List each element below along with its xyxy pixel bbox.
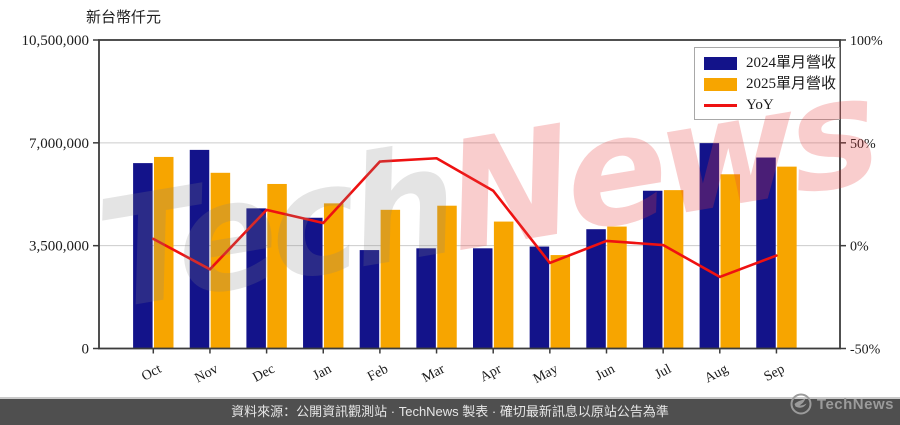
right-tick-label: -50% [850,343,881,358]
month-label: Sep [762,362,788,385]
bar-2025-Aug [720,174,740,349]
axis-unit-label: 新台幣仟元 [86,10,162,26]
month-label: Apr [478,362,505,386]
bar-2024-Mar [416,248,436,349]
month-label: Aug [702,362,730,387]
left-tick-label: 3,500,000 [29,239,89,255]
technews-logo-text: TechNews [816,395,894,413]
legend-label-2025: 2025單月營收 [746,75,837,92]
bar-2024-Oct [133,163,153,349]
bar-2025-Jan [323,203,344,349]
month-label: Mar [420,362,448,386]
bar-2025-Oct [154,156,174,349]
month-label: Dec [251,362,278,386]
right-tick-label: 100% [850,34,883,49]
month-label: Jun [593,362,617,384]
bar-2025-Nov [210,172,231,349]
left-tick-label: 10,500,000 [22,33,90,49]
bar-2025-Sep [777,166,797,349]
legend-swatch-2025 [704,77,737,91]
legend-item-2024: 2024單月營收 [704,54,836,72]
bar-2024-Jul [642,190,663,349]
legend-swatch-2024 [704,56,737,70]
month-label: Nov [192,362,220,387]
revenue-bar-line-chart: 0 3,500,000 7,000,000 10,500,000 -50% 0% 50% 10… [22,33,884,387]
technews-bird-icon [790,393,812,415]
bar-2025-May [550,255,571,349]
right-tick-label: 50% [850,137,876,152]
bar-2025-Jun [607,226,627,349]
legend-swatch-yoy-line [704,103,737,107]
legend-label-2024: 2024單月營收 [746,54,837,71]
technews-logo: TechNews [790,393,894,415]
footer-bar: 資料來源：公開資訊觀測站 · TechNews 製表 · 確切最新訊息以原站公告… [0,393,900,425]
bar-2024-Apr [473,248,493,349]
month-label: Feb [365,362,391,385]
bar-2025-Feb [380,209,401,349]
month-label: May [531,362,561,387]
month-label: Jul [653,362,675,383]
left-tick-label: 7,000,000 [29,136,89,152]
left-tick-label: 0 [82,342,90,358]
bar-2024-Nov [189,149,210,349]
bar-2025-Apr [493,221,514,349]
bar-2024-Dec [246,208,266,349]
bar-2024-Jun [586,229,606,349]
legend-item-2025: 2025單月營收 [704,75,836,93]
right-tick-label: 0% [850,240,869,255]
bar-2025-Jul [663,190,684,349]
bar-2024-May [529,246,550,349]
month-label: Jan [311,362,335,384]
bar-2025-Dec [267,183,287,349]
chart-legend: 2024單月營收 2025單月營收 YoY [694,47,840,120]
yoy-line [152,156,778,279]
plot-frame [98,39,841,350]
legend-item-yoy: YoY [704,96,830,114]
bar-2024-Jan [303,217,323,349]
month-label: Oct [139,362,164,385]
bar-2025-Mar [437,205,457,349]
bar-2024-Aug [699,143,720,349]
legend-label-yoy: YoY [746,96,774,113]
bar-2024-Feb [359,250,380,349]
data-source-text: 資料來源：公開資訊觀測站 · TechNews 製表 · 確切最新訊息以原站公告… [231,404,669,419]
bar-2024-Sep [756,157,776,349]
